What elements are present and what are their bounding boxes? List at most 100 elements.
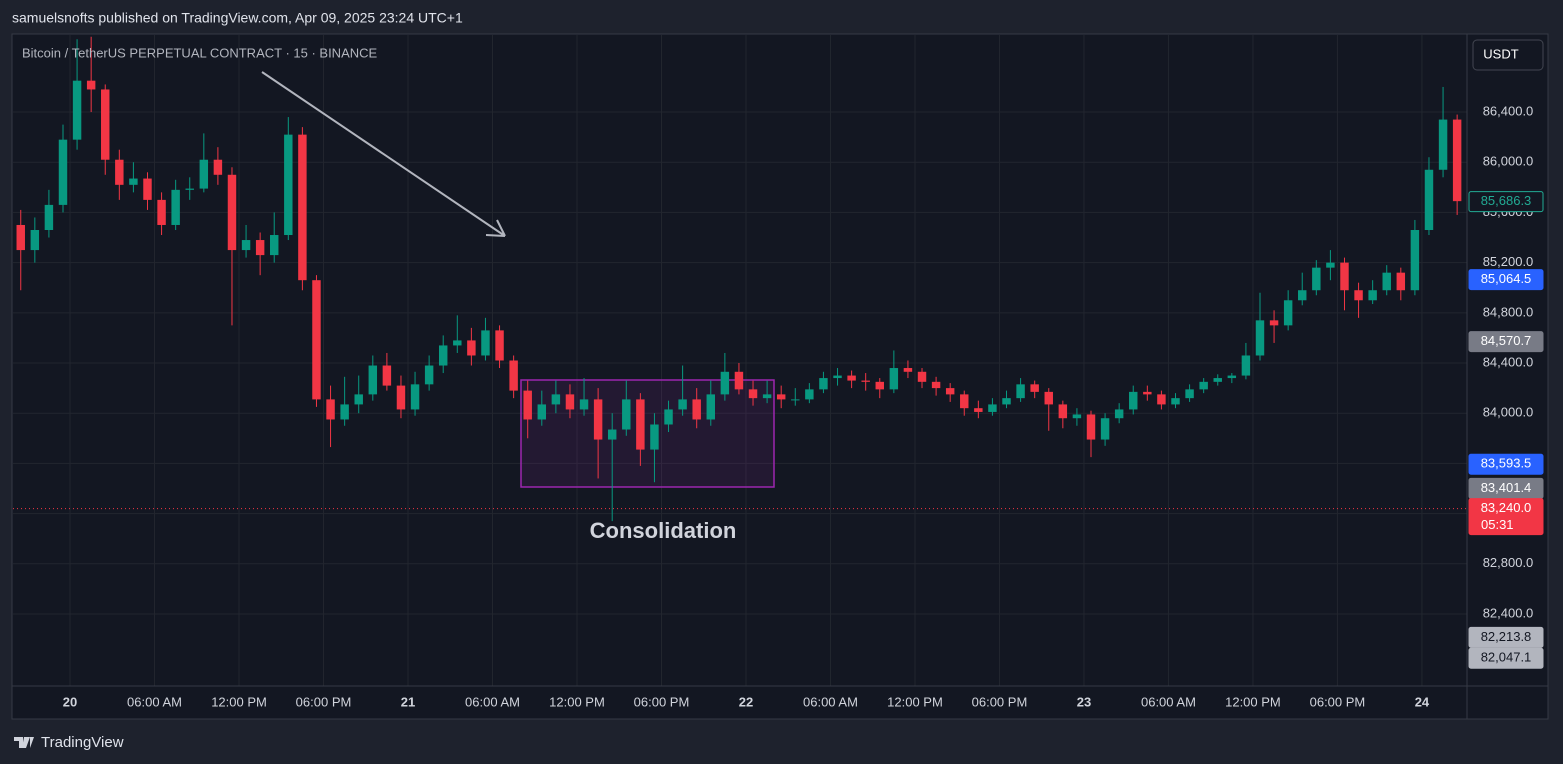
publish-info: samuelsnofts published on TradingView.co… (12, 10, 463, 26)
candle-body (1396, 272, 1406, 291)
x-tick-label: 06:00 PM (296, 694, 352, 709)
candle-body (791, 399, 800, 401)
candle-body (467, 340, 476, 356)
price-countdown: 05:31 (1481, 517, 1514, 532)
price-label-box (1468, 331, 1544, 353)
price-label: 84,570.7 (1481, 333, 1532, 348)
candle-body (1016, 384, 1025, 399)
candle-body (129, 178, 138, 185)
candle-body (157, 199, 166, 225)
candle-body (213, 159, 223, 175)
candle-body (495, 330, 504, 361)
price-label: 85,064.5 (1481, 271, 1532, 286)
candle-body (340, 404, 349, 420)
candle-body (16, 224, 25, 251)
candle-body (988, 404, 997, 412)
candle-body (1157, 394, 1166, 405)
candle-body (833, 375, 842, 379)
candle-body (72, 80, 82, 140)
symbol-info: Bitcoin / TetherUS PERPETUAL CONTRACT · … (22, 45, 378, 60)
candle-body (368, 365, 378, 395)
candle-body (847, 375, 856, 381)
candle-body (903, 368, 913, 372)
candle-body (1382, 272, 1391, 291)
y-tick-label: 86,400.0 (1483, 103, 1534, 118)
candle-body (875, 381, 884, 390)
candle-body (523, 390, 532, 420)
currency-label[interactable]: USDT (1483, 46, 1518, 61)
candle-body (1058, 404, 1068, 419)
candle-body (424, 365, 434, 385)
x-tick-label: 12:00 PM (1225, 694, 1281, 709)
candle-body (1283, 300, 1293, 326)
logo-icon (14, 737, 34, 748)
candle-body (1044, 391, 1053, 405)
candle-body (748, 389, 758, 399)
candle-body (706, 394, 716, 420)
x-tick-label: 22 (739, 694, 753, 709)
candle-body (438, 345, 448, 366)
y-tick-label: 82,800.0 (1483, 555, 1534, 570)
candle-body (1298, 290, 1307, 301)
candle-body (185, 188, 194, 190)
candle-body (762, 394, 772, 399)
candle-body (241, 240, 251, 251)
candle-body (396, 385, 406, 410)
candle-body (579, 399, 589, 410)
candle-body (1340, 262, 1349, 291)
footer-brand: TradingView (41, 734, 124, 751)
candle-body (410, 384, 420, 410)
price-label: 83,593.5 (1481, 456, 1532, 471)
x-tick-label: 12:00 PM (211, 694, 267, 709)
candle-body (1086, 414, 1096, 440)
candle-body (1410, 229, 1420, 291)
x-tick-label: 06:00 PM (634, 694, 690, 709)
candle-body (861, 380, 870, 382)
x-tick-label: 06:00 AM (1141, 694, 1196, 709)
price-label: 82,047.1 (1481, 650, 1532, 665)
candle-body (734, 371, 744, 390)
candle-body (143, 178, 152, 200)
candle-body (776, 394, 786, 400)
candle-body (1368, 290, 1377, 301)
candle-body (270, 235, 279, 256)
candle-body (1312, 267, 1321, 291)
candle-body (354, 394, 363, 405)
candle-body (819, 378, 828, 390)
candle-body (1326, 262, 1335, 268)
candle-body (58, 139, 68, 205)
candle-body (227, 174, 237, 251)
candle-body (1171, 398, 1180, 405)
candle-body (974, 408, 983, 412)
y-tick-label: 86,000.0 (1483, 154, 1534, 169)
y-tick-label: 84,000.0 (1483, 405, 1534, 420)
candle-body (607, 429, 617, 440)
candle-body (692, 399, 701, 420)
candle-body (1114, 409, 1124, 419)
x-tick-label: 24 (1415, 694, 1430, 709)
price-label: 83,240.0 (1481, 500, 1532, 515)
price-label-box (1468, 269, 1544, 291)
candle-body (664, 409, 673, 425)
candle-body (1424, 169, 1434, 230)
candle-body (1129, 391, 1138, 410)
price-label-box (1468, 453, 1544, 475)
candle-body (1072, 414, 1082, 419)
candle-body (1002, 398, 1011, 405)
chart-panel (11, 33, 1549, 720)
candle-body (382, 365, 392, 386)
x-tick-label: 12:00 PM (549, 694, 605, 709)
price-label-box (1468, 498, 1544, 536)
x-tick-label: 06:00 PM (972, 694, 1028, 709)
x-tick-label: 06:00 AM (465, 694, 520, 709)
candle-body (509, 360, 518, 391)
x-tick-label: 21 (401, 694, 415, 709)
candle-body (593, 399, 603, 440)
candle-body (960, 394, 969, 409)
candle-body (805, 389, 814, 400)
candle-body (199, 159, 209, 189)
candle-body (622, 399, 631, 430)
currency-button[interactable] (1472, 39, 1544, 71)
